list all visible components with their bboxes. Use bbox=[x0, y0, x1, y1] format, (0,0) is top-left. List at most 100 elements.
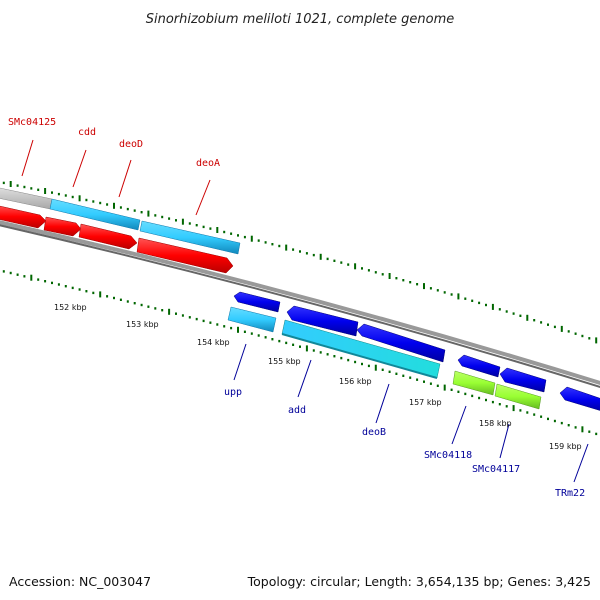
minor-tick bbox=[202, 225, 205, 229]
inner-tick-track bbox=[2, 270, 598, 436]
minor-tick bbox=[106, 203, 109, 206]
minor-tick bbox=[195, 317, 198, 321]
topology-text: Topology: circular; Length: 3,654,135 bp… bbox=[247, 574, 591, 589]
kbp-label-158: 158 kbp bbox=[479, 419, 512, 428]
minor-tick bbox=[292, 248, 295, 251]
minor-tick bbox=[326, 257, 329, 261]
major-tick bbox=[374, 364, 377, 371]
minor-tick bbox=[202, 319, 205, 323]
gene-arrow-trm22[interactable] bbox=[559, 386, 600, 412]
major-tick bbox=[595, 337, 598, 344]
minor-tick bbox=[71, 286, 74, 290]
minor-tick bbox=[285, 341, 288, 345]
gene-label-upp[interactable]: upp bbox=[224, 387, 242, 398]
reverse-label-leaders bbox=[233, 343, 589, 483]
minor-tick bbox=[326, 353, 329, 356]
forward-gene-labels: SMc04125 cdd deoD deoA bbox=[8, 117, 220, 169]
minor-tick bbox=[409, 376, 412, 379]
gene-arrow-upp[interactable] bbox=[233, 291, 281, 313]
gene-label-trm22[interactable]: TRm22 bbox=[555, 488, 585, 499]
gene-label-smc04117[interactable]: SMc04117 bbox=[472, 464, 520, 475]
gene-arrow-deoA[interactable] bbox=[136, 237, 234, 274]
minor-tick bbox=[106, 295, 109, 298]
minor-tick bbox=[126, 207, 129, 211]
minor-tick bbox=[388, 370, 391, 373]
kbp-labels: 152 kbp 153 kbp 154 kbp 155 kbp 156 kbp … bbox=[54, 303, 582, 451]
major-tick bbox=[512, 405, 515, 412]
minor-tick bbox=[464, 297, 467, 300]
gene-arrow-cdd[interactable] bbox=[43, 216, 82, 237]
minor-tick bbox=[533, 319, 536, 322]
minor-tick bbox=[257, 239, 260, 242]
minor-tick bbox=[243, 330, 246, 333]
gene-arrow-smc04125[interactable] bbox=[0, 205, 47, 229]
minor-tick bbox=[305, 252, 308, 255]
forward-label-leaders bbox=[21, 139, 211, 216]
minor-tick bbox=[533, 413, 536, 416]
gene-label-deoB[interactable]: deoB bbox=[362, 427, 386, 438]
minor-tick bbox=[485, 398, 487, 402]
minor-tick bbox=[471, 394, 474, 398]
major-tick bbox=[319, 253, 322, 260]
feature-green-bar-smc04118[interactable] bbox=[452, 370, 496, 396]
minor-tick bbox=[581, 334, 584, 338]
genome-backbone-inner bbox=[0, 224, 600, 388]
minor-tick bbox=[450, 293, 453, 296]
feature-green-bar-smc04117[interactable] bbox=[494, 383, 542, 410]
kbp-label-153: 153 kbp bbox=[126, 320, 159, 329]
gene-arrow-deoD[interactable] bbox=[78, 223, 138, 250]
reverse-cds-track bbox=[233, 291, 600, 412]
gene-arrow-deoB[interactable] bbox=[356, 323, 446, 363]
major-tick bbox=[250, 235, 253, 242]
minor-tick bbox=[209, 227, 212, 230]
gene-label-add[interactable]: add bbox=[288, 405, 306, 416]
major-tick bbox=[78, 195, 81, 202]
major-tick bbox=[237, 326, 239, 333]
gene-arrow-smc04117[interactable] bbox=[499, 367, 547, 393]
minor-tick bbox=[271, 243, 274, 246]
minor-tick bbox=[409, 281, 412, 284]
minor-tick bbox=[161, 309, 164, 312]
minor-tick bbox=[319, 351, 322, 354]
minor-tick bbox=[567, 424, 570, 427]
minor-tick bbox=[23, 275, 26, 278]
gene-label-smc04125[interactable]: SMc04125 bbox=[8, 117, 56, 128]
minor-tick bbox=[2, 181, 5, 185]
minor-tick bbox=[416, 283, 419, 286]
minor-tick bbox=[140, 211, 143, 214]
minor-tick bbox=[44, 280, 47, 283]
minor-tick bbox=[299, 250, 301, 253]
minor-tick bbox=[113, 296, 115, 300]
minor-tick bbox=[436, 384, 439, 387]
minor-tick bbox=[567, 330, 570, 333]
gene-label-deoA[interactable]: deoA bbox=[196, 158, 220, 169]
minor-tick bbox=[361, 267, 363, 270]
minor-tick bbox=[395, 277, 398, 280]
major-tick bbox=[168, 308, 171, 315]
gene-label-smc04118[interactable]: SMc04118 bbox=[424, 450, 472, 461]
minor-tick bbox=[526, 411, 529, 414]
major-tick bbox=[147, 210, 150, 217]
feature-cyan-bar-deoD[interactable] bbox=[139, 220, 241, 255]
minor-tick bbox=[92, 291, 95, 295]
gene-arrow-add[interactable] bbox=[286, 305, 359, 337]
minor-tick bbox=[264, 241, 267, 244]
minor-tick bbox=[354, 360, 357, 364]
minor-tick bbox=[333, 355, 336, 358]
major-tick bbox=[99, 291, 102, 298]
minor-tick bbox=[340, 356, 343, 360]
feature-cyan-bar-cdd[interactable] bbox=[49, 198, 141, 231]
gene-arrow-smc04118[interactable] bbox=[457, 354, 501, 378]
gene-label-deoD[interactable]: deoD bbox=[119, 139, 143, 150]
minor-tick bbox=[367, 269, 370, 272]
minor-tick bbox=[37, 278, 40, 281]
gene-label-cdd[interactable]: cdd bbox=[78, 127, 96, 138]
minor-tick bbox=[51, 191, 53, 194]
minor-tick bbox=[299, 345, 301, 348]
minor-tick bbox=[519, 314, 522, 317]
major-tick bbox=[423, 283, 425, 290]
feature-cyan-bar-upp[interactable] bbox=[227, 306, 277, 333]
minor-tick bbox=[574, 426, 577, 429]
minor-tick bbox=[402, 374, 405, 377]
feature-teal-bar-edge bbox=[281, 333, 438, 379]
